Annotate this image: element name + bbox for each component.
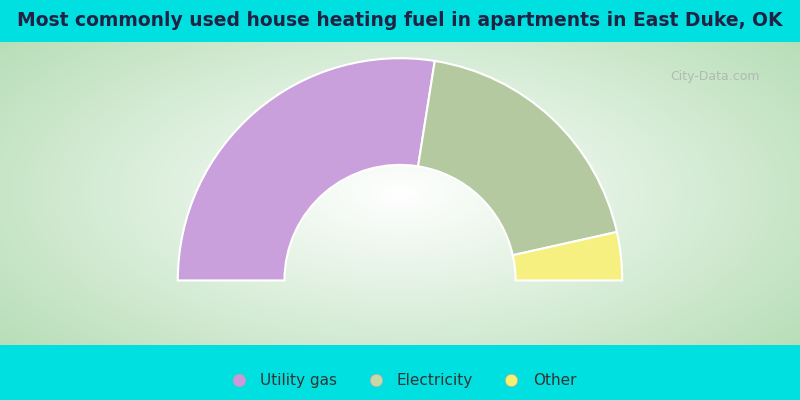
Wedge shape bbox=[513, 232, 622, 280]
Wedge shape bbox=[418, 61, 617, 255]
Text: City-Data.com: City-Data.com bbox=[670, 70, 760, 83]
Legend: Utility gas, Electricity, Other: Utility gas, Electricity, Other bbox=[218, 367, 582, 394]
Wedge shape bbox=[178, 58, 434, 280]
Bar bbox=[0, 0, 800, 42]
Text: Most commonly used house heating fuel in apartments in East Duke, OK: Most commonly used house heating fuel in… bbox=[18, 12, 782, 30]
Bar bbox=[0, 345, 800, 400]
